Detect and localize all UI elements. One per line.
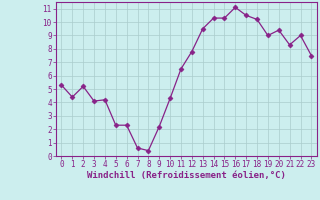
X-axis label: Windchill (Refroidissement éolien,°C): Windchill (Refroidissement éolien,°C) xyxy=(87,171,286,180)
